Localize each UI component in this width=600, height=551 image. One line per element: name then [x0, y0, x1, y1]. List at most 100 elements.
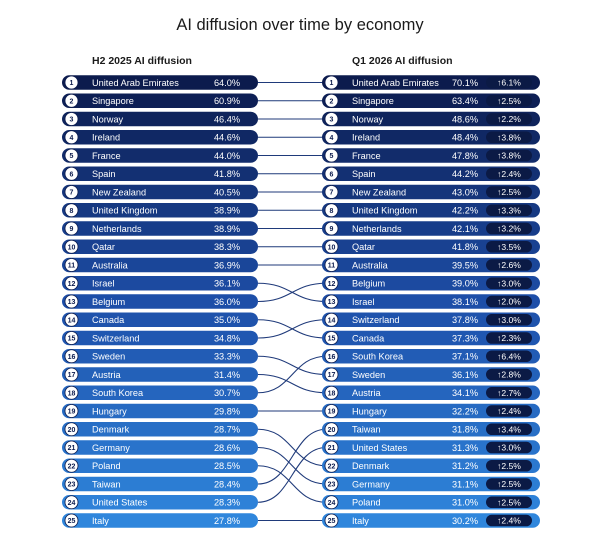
left-economy-name: Germany: [92, 443, 130, 453]
right-rank-number: 24: [328, 500, 336, 507]
change-value: ↑3.3%: [497, 205, 521, 215]
right-row-bar: [322, 495, 540, 510]
change-value: ↑3.0%: [497, 315, 521, 325]
left-economy-name: Singapore: [92, 96, 134, 106]
right-row-bar: [322, 184, 540, 200]
left-row-bar: [62, 294, 258, 309]
left-rank-number: 5: [70, 153, 74, 160]
right-row: 7 New Zealand 43.0% ↑2.5%: [322, 184, 540, 200]
right-rank-badge: [324, 112, 339, 126]
change-value: ↑2.5%: [497, 479, 521, 489]
right-row-bar: [322, 403, 540, 419]
left-rank-badge: [64, 112, 79, 126]
right-row: 17 Sweden 36.1% ↑2.8%: [322, 367, 540, 382]
left-row-bar: [62, 184, 258, 200]
left-diffusion-value: 28.5%: [214, 461, 240, 471]
left-row: 10 Qatar 38.3%: [62, 239, 258, 254]
left-rank-badge: [64, 203, 79, 218]
right-row-bar: [322, 257, 540, 273]
change-badge: [486, 95, 532, 107]
right-economy-name: Switzerland: [352, 315, 400, 325]
left-diffusion-value: 28.7%: [214, 425, 240, 435]
right-row: 1 United Arab Emirates 70.1% ↑6.1%: [322, 75, 540, 90]
left-diffusion-value: 36.0%: [214, 297, 240, 307]
connector-line-austria: [257, 373, 327, 394]
left-row: 13 Belgium 36.0%: [62, 294, 258, 309]
change-badge: [486, 222, 532, 235]
right-economy-name: Qatar: [352, 242, 375, 252]
change-value: ↑3.8%: [497, 132, 521, 142]
change-value: ↑6.4%: [497, 351, 521, 361]
left-row-bar: [62, 440, 258, 455]
right-diffusion-value: 44.2%: [452, 169, 478, 179]
left-rank-badge: [64, 75, 79, 90]
left-rank-number: 7: [70, 190, 74, 197]
change-badge: [486, 241, 532, 253]
right-rank-badge: [324, 258, 339, 272]
right-rank-badge: [324, 513, 339, 528]
right-row-bar: [322, 330, 540, 346]
left-economy-name: Austria: [92, 370, 121, 380]
right-row-bar: [322, 111, 540, 127]
left-row: 25 Italy 27.8%: [62, 513, 258, 528]
right-row: 23 Germany 31.1% ↑2.5%: [322, 476, 540, 492]
left-rank-badge: [64, 367, 79, 382]
left-row-bar: [62, 476, 258, 492]
left-row: 7 New Zealand 40.5%: [62, 184, 258, 200]
right-row-bar: [322, 367, 540, 382]
left-rank-number: 8: [70, 208, 74, 215]
right-rank-number: 15: [328, 336, 336, 343]
change-value: ↑2.3%: [497, 333, 521, 343]
right-row: 18 Austria 34.1% ↑2.7%: [322, 385, 540, 400]
right-diffusion-value: 30.2%: [452, 516, 478, 526]
right-diffusion-value: 43.0%: [452, 187, 478, 197]
left-rank-number: 23: [68, 482, 76, 489]
left-row: 18 South Korea 30.7%: [62, 385, 258, 400]
right-rank-badge: [324, 185, 339, 199]
right-rank-badge: [324, 458, 339, 473]
left-economy-name: Poland: [92, 461, 121, 471]
left-diffusion-value: 36.9%: [214, 260, 240, 270]
right-economy-name: Australia: [352, 260, 389, 270]
change-value: ↑2.4%: [497, 169, 521, 179]
right-economy-name: Austria: [352, 388, 381, 398]
left-diffusion-value: 30.7%: [214, 388, 240, 398]
left-rank-number: 3: [70, 117, 74, 124]
left-economy-name: Qatar: [92, 242, 115, 252]
left-row: 1 United Arab Emirates 64.0%: [62, 75, 258, 90]
right-row: 9 Netherlands 42.1% ↑3.2%: [322, 221, 540, 236]
left-rank-badge: [64, 385, 79, 400]
left-row-bar: [62, 422, 258, 437]
left-rank-badge: [64, 513, 79, 528]
right-economy-name: Taiwan: [352, 425, 381, 435]
left-diffusion-value: 40.5%: [214, 187, 240, 197]
right-row: 16 South Korea 37.1% ↑6.4%: [322, 349, 540, 364]
right-row: 22 Denmark 31.2% ↑2.5%: [322, 458, 540, 473]
right-economy-name: United Arab Emirates: [352, 78, 439, 88]
right-economy-name: Sweden: [352, 370, 385, 380]
right-rank-number: 18: [328, 390, 336, 397]
left-row-bar: [62, 403, 258, 419]
change-value: ↑3.4%: [497, 424, 521, 434]
left-economy-name: Netherlands: [92, 224, 142, 234]
left-economy-name: New Zealand: [92, 187, 146, 197]
chart-title: AI diffusion over time by economy: [176, 16, 424, 34]
left-economy-name: Belgium: [92, 297, 126, 307]
change-badge: [486, 368, 532, 381]
left-rank-number: 16: [68, 354, 76, 361]
left-row: 15 Switzerland 34.8%: [62, 330, 258, 346]
right-row-bar: [322, 349, 540, 364]
left-row: 12 Israel 36.1%: [62, 276, 258, 291]
right-economy-name: Hungary: [352, 406, 387, 416]
left-rank-number: 20: [68, 427, 76, 434]
right-row: 19 Hungary 32.2% ↑2.4%: [322, 403, 540, 419]
right-economy-name: Ireland: [352, 133, 380, 143]
right-rank-number: 22: [328, 463, 336, 470]
left-diffusion-value: 64.0%: [214, 78, 240, 88]
connector-line-poland: [257, 465, 327, 503]
connector-line-united-states: [257, 446, 327, 503]
right-economy-name: Poland: [352, 498, 381, 508]
left-rank-badge: [64, 422, 79, 437]
change-value: ↑3.2%: [497, 224, 521, 234]
right-economy-name: Denmark: [352, 461, 390, 471]
